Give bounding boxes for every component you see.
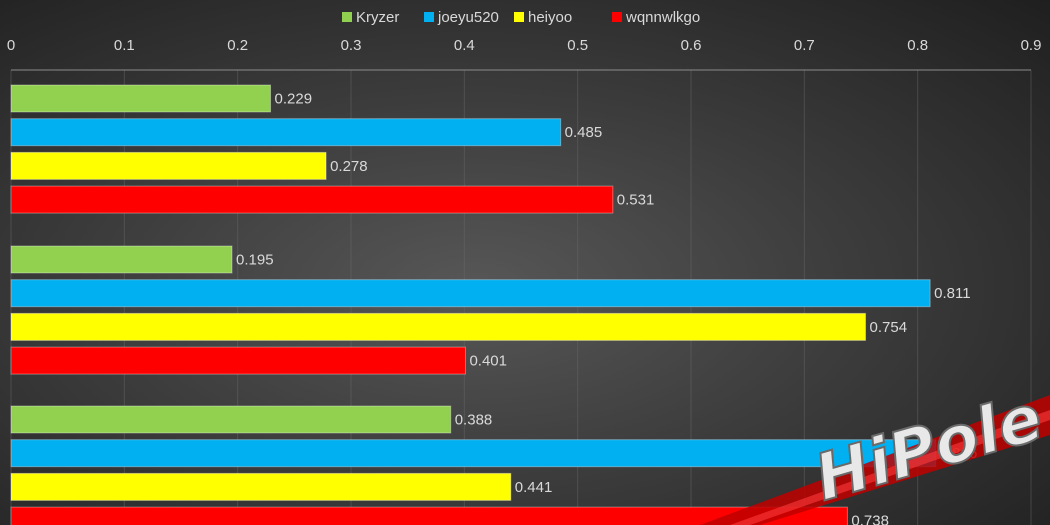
bar-wqnnwlkgo-group-2 (10, 346, 466, 375)
x-tick-label: 0.4 (454, 37, 475, 54)
bar-heiyoo-group-3 (10, 472, 512, 501)
data-label: 0.441 (515, 479, 553, 496)
bar-joeyu520-group-1 (10, 118, 562, 147)
data-label: 0.811 (934, 285, 970, 302)
bar-heiyoo-group-1 (10, 151, 327, 180)
x-tick-label: 0.3 (341, 37, 362, 54)
data-label: 0.754 (870, 319, 908, 336)
legend-swatch-joeyu520 (424, 12, 434, 22)
legend-label-heiyoo: heiyoo (528, 9, 572, 26)
svg-text:HiPole: HiPole (807, 381, 1050, 516)
bar-heiyoo-group-2 (10, 312, 867, 341)
data-label: 0.388 (455, 412, 493, 429)
x-tick-label: 0.2 (227, 37, 248, 54)
legend-swatch-kryzer (342, 12, 352, 22)
bar-joeyu520-group-2 (10, 279, 931, 308)
bar-kryzer-group-3 (10, 405, 452, 434)
bar-kryzer-group-2 (10, 245, 233, 274)
x-tick-label: 0 (7, 37, 15, 54)
data-label: 0.195 (236, 252, 274, 269)
legend-label-wqnnwlkgo: wqnnwlkgo (625, 9, 700, 26)
x-tick-label: 0.7 (794, 37, 815, 54)
data-label: 0.485 (565, 124, 603, 141)
bar-wqnnwlkgo-group-1 (10, 185, 614, 214)
x-tick-label: 0.6 (681, 37, 702, 54)
data-label: 0.278 (330, 158, 368, 175)
legend-label-kryzer: Kryzer (356, 9, 399, 26)
data-label: 0.401 (469, 353, 507, 370)
data-label: 0.531 (617, 192, 655, 209)
legend-swatch-heiyoo (514, 12, 524, 22)
legend: Kryzer joeyu520 heiyoo wqnnwlkgo (342, 9, 700, 26)
legend-swatch-wqnnwlkgo (612, 12, 622, 22)
x-tick-label: 0.9 (1021, 37, 1042, 54)
x-tick-label: 0.5 (567, 37, 588, 54)
bars: 0.229 0.485 0.278 0.531 0.195 0.811 0.754 0.401… (10, 84, 977, 525)
bar-joeyu520-group-3 (10, 439, 937, 468)
legend-label-joeyu520: joeyu520 (437, 9, 499, 26)
data-label: 0.229 (275, 91, 313, 108)
x-tick-label: 0.1 (114, 37, 135, 54)
bar-wqnnwlkgo-group-3 (10, 506, 848, 525)
x-axis: 0 0.1 0.2 0.3 0.4 0.5 0.6 0.7 0.8 0.9 (7, 37, 1042, 54)
data-label: 0.738 (851, 513, 889, 525)
x-tick-label: 0.8 (907, 37, 928, 54)
bar-kryzer-group-1 (10, 84, 272, 113)
